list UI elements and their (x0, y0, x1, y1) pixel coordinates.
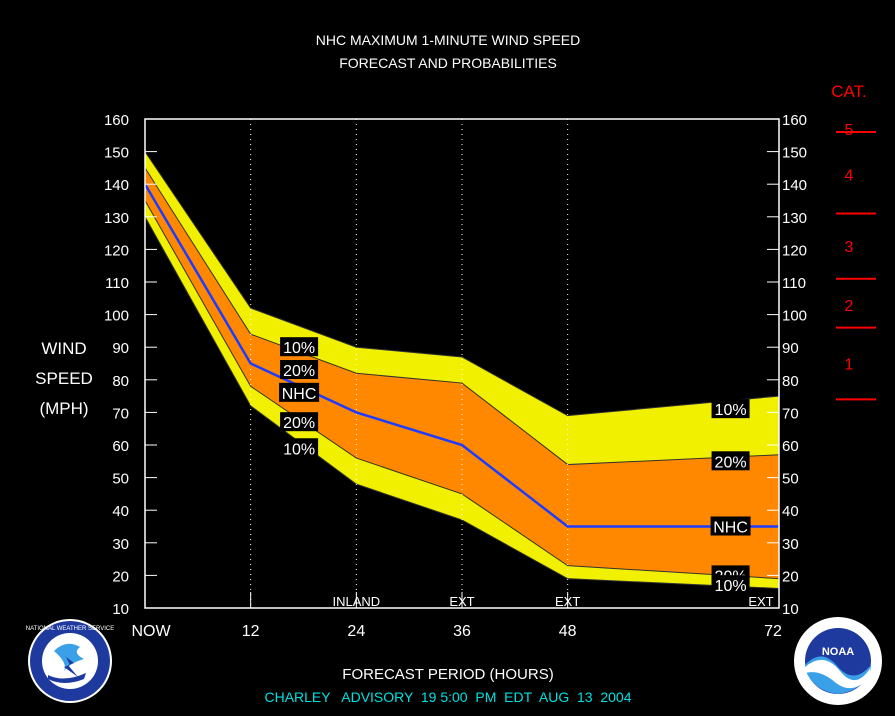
band-label-box (280, 438, 319, 458)
nws-logo: NATIONAL WEATHER SERVICE (26, 619, 114, 703)
band-label: 20% (283, 415, 315, 432)
y-tick-label-left: 160 (104, 112, 129, 129)
nhc-forecast-line-group (143, 183, 779, 528)
y-label-speed: SPEED (35, 369, 93, 388)
category-label: 4 (845, 167, 854, 184)
y-tick-label-right: 140 (782, 177, 807, 194)
period-note: EXT (748, 594, 773, 609)
band-label-box (279, 382, 320, 402)
y-tick-label-left: 120 (104, 242, 129, 259)
band-10-upper-edge (144, 151, 780, 417)
band-10-lower-edge (144, 216, 780, 589)
x-tick-label: 72 (764, 623, 782, 640)
nws-logo-text: NATIONAL WEATHER SERVICE (26, 626, 114, 632)
band-label: 10% (715, 402, 747, 419)
band-label: 10% (715, 578, 747, 595)
period-note: EXT (449, 594, 474, 609)
band-label: 10% (283, 441, 315, 458)
noaa-logo-wave-white-icon (805, 659, 871, 689)
y-tick-label-right: 30 (782, 536, 799, 553)
x-tick-label: 12 (242, 623, 260, 640)
y-tick-label-left: 20 (112, 568, 129, 585)
y-tick-label-left: 70 (112, 405, 129, 422)
y-tick-label-right: 40 (782, 503, 799, 520)
y-tick-label-right: 110 (782, 275, 806, 292)
y-tick-label-left: 10 (112, 601, 129, 618)
category-title: CAT. (831, 82, 867, 101)
band-20-percent (145, 167, 779, 579)
nws-logo-lightning-icon (64, 657, 78, 677)
band-label-box (711, 451, 750, 471)
y-tick-label-left: 140 (104, 177, 129, 194)
advisory-footer: CHARLEY ADVISORY 19 5:00 PM EDT AUG 13 2… (264, 689, 631, 705)
y-tick-label-left: 110 (105, 275, 129, 292)
chart-title: NHC MAXIMUM 1-MINUTE WIND SPEED (316, 32, 580, 48)
category-label: 3 (845, 239, 854, 256)
band-label: 20% (715, 454, 747, 471)
band-label: NHC (713, 520, 748, 537)
noaa-logo-text: NOAA (822, 646, 854, 658)
category-label: 5 (845, 122, 854, 139)
category-scale: 1 2 3 4 5 (836, 122, 876, 401)
y-tick-label-right: 90 (782, 340, 799, 357)
y-axis-right: 10 20 30 40 50 60 70 80 90 100 110 120 130 140 150 160 (767, 112, 807, 618)
y-tick-label-right: 120 (782, 242, 807, 259)
x-axis-label: FORECAST PERIOD (HOURS) (342, 666, 553, 683)
period-note: INLAND (332, 594, 380, 609)
band-label-box (711, 399, 750, 419)
y-tick-label-right: 20 (782, 568, 799, 585)
nws-logo-wave-icon (48, 673, 86, 683)
x-tick-label: 36 (453, 623, 471, 640)
band-label: NHC (282, 386, 317, 403)
y-tick-label-right: 100 (782, 308, 807, 325)
x-tick-label: NOW (131, 623, 171, 640)
band-label-box (710, 516, 751, 536)
band-label-box (280, 360, 319, 380)
probability-bands (144, 151, 780, 589)
band-label-box (280, 337, 319, 357)
band-label-box (711, 575, 750, 595)
nws-logo-cloud-icon (54, 643, 84, 671)
y-tick-label-left: 150 (104, 145, 129, 162)
y-tick-label-right: 130 (782, 210, 807, 227)
y-tick-label-left: 60 (112, 438, 129, 455)
y-tick-label-right: 60 (782, 438, 799, 455)
x-axis: NOW 12 24 36 48 72 (131, 592, 782, 640)
band-label: 10% (283, 340, 315, 357)
y-tick-label-right: 70 (782, 405, 799, 422)
y-tick-label-right: 10 (782, 601, 799, 618)
y-axis-left: 10 20 30 40 50 60 70 80 90 100 110 120 130 140 150 160 (104, 112, 157, 618)
y-label-wind: WIND (41, 339, 86, 358)
y-label-units: (MPH) (39, 399, 88, 418)
band-20-lower-edge (144, 200, 780, 580)
y-tick-label-left: 90 (112, 340, 129, 357)
x-tick-label: 24 (347, 623, 365, 640)
y-tick-label-right: 80 (782, 373, 799, 390)
band-label: 20% (283, 363, 315, 380)
y-tick-label-right: 50 (782, 471, 799, 488)
chart-subtitle: FORECAST AND PROBABILITIES (339, 55, 557, 71)
y-tick-label-left: 130 (104, 210, 129, 227)
y-tick-label-right: 160 (782, 112, 807, 129)
band-label-box (280, 412, 319, 432)
y-tick-label-left: 80 (112, 373, 129, 390)
x-tick-label: 48 (559, 623, 577, 640)
nhc-forecast-line (143, 183, 779, 528)
y-tick-label-left: 100 (104, 308, 129, 325)
noaa-logo: NOAA (794, 617, 882, 705)
period-note: EXT (555, 594, 580, 609)
band-20-upper-edge (144, 167, 780, 466)
y-tick-label-left: 50 (112, 471, 129, 488)
y-tick-label-right: 150 (782, 145, 807, 162)
period-notes: INLAND EXT EXT EXT (332, 594, 773, 609)
y-tick-label-left: 40 (112, 503, 129, 520)
category-label: 1 (845, 357, 854, 374)
y-tick-label-left: 30 (112, 536, 129, 553)
category-label: 2 (845, 298, 854, 315)
